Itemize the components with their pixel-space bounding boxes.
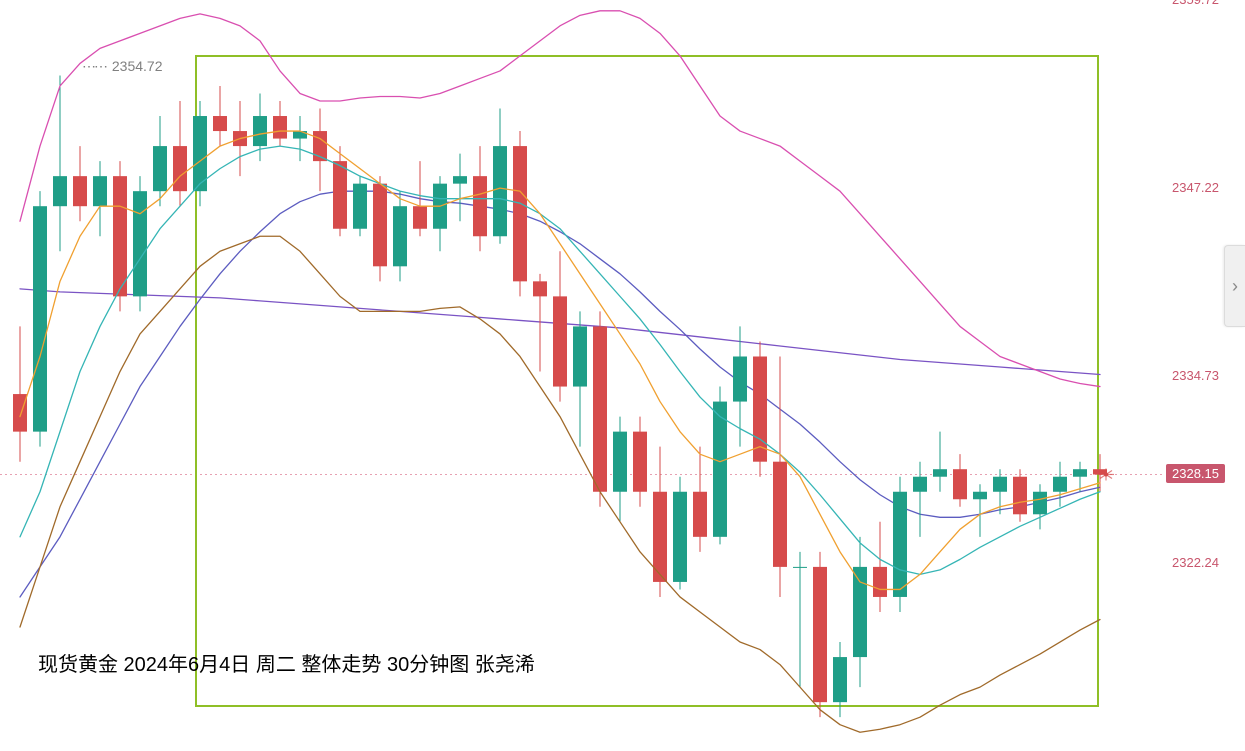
candle-body xyxy=(1073,469,1087,477)
candle-body xyxy=(673,492,687,582)
candle-body xyxy=(953,469,967,499)
candle-body xyxy=(493,146,507,236)
candle-body xyxy=(773,462,787,567)
candle-body xyxy=(293,131,307,139)
candle-body xyxy=(453,176,467,184)
candle-body xyxy=(153,146,167,191)
highlight-box xyxy=(196,56,1098,706)
candle-body xyxy=(1013,477,1027,515)
candle-body xyxy=(753,356,767,461)
chart-title: 现货黄金 2024年6月4日 周二 整体走势 30分钟图 张尧浠 xyxy=(38,648,535,677)
candle-body xyxy=(353,184,367,229)
annotation-value: 2354.72 xyxy=(112,58,163,74)
candle-body xyxy=(413,206,427,229)
candle-body xyxy=(913,477,927,492)
candle-body xyxy=(713,402,727,537)
price-annotation-top-left: ⋯⋯ 2354.72 xyxy=(82,58,163,75)
candle-body xyxy=(213,116,227,131)
candle-body xyxy=(873,567,887,597)
annotation-dots-icon: ⋯⋯ xyxy=(82,58,106,74)
y-axis-tick: 2359.72 xyxy=(1172,0,1219,7)
last-price-spark-icon xyxy=(1098,468,1114,480)
y-axis-tick: 2322.24 xyxy=(1172,555,1219,570)
candle-body xyxy=(813,567,827,702)
candle-body xyxy=(853,567,867,657)
chart-title-text: 现货黄金 2024年6月4日 周二 整体走势 30分钟图 张尧浠 xyxy=(38,654,535,676)
candle-body xyxy=(613,432,627,492)
candle-body xyxy=(53,176,67,206)
candle-body xyxy=(573,326,587,386)
candle-body xyxy=(333,161,347,229)
candle-body xyxy=(593,326,607,491)
chart-svg[interactable] xyxy=(0,0,1245,751)
candle-body xyxy=(933,469,947,477)
candle-body xyxy=(693,492,707,537)
candle-body xyxy=(793,567,807,568)
candle-body xyxy=(993,477,1007,492)
candle-body xyxy=(253,116,267,146)
candle-body xyxy=(273,116,287,139)
candle-body xyxy=(73,176,87,206)
y-axis-tick: 2347.22 xyxy=(1172,180,1219,195)
candle-body xyxy=(533,281,547,296)
chevron-right-icon: › xyxy=(1232,276,1238,297)
candle-body xyxy=(473,176,487,236)
chart-container: ⋯⋯ 2354.72 现货黄金 2024年6月4日 周二 整体走势 30分钟图 … xyxy=(0,0,1245,751)
candle-body xyxy=(373,184,387,267)
candle-body xyxy=(973,492,987,500)
candle-body xyxy=(113,176,127,296)
current-price-badge: 2328.15 xyxy=(1166,464,1225,483)
candle-body xyxy=(833,657,847,702)
expand-panel-button[interactable]: › xyxy=(1224,245,1245,327)
current-price-value: 2328.15 xyxy=(1172,466,1219,481)
candle-body xyxy=(553,296,567,386)
candle-body xyxy=(633,432,647,492)
candle-body xyxy=(393,206,407,266)
candle-body xyxy=(893,492,907,597)
candle-body xyxy=(93,176,107,206)
candle-body xyxy=(13,394,27,432)
candle-body xyxy=(173,146,187,191)
candle-body xyxy=(1053,477,1067,492)
y-axis-tick: 2334.73 xyxy=(1172,368,1219,383)
candle-body xyxy=(733,356,747,401)
candle-body xyxy=(513,146,527,281)
candle-body xyxy=(1033,492,1047,515)
candle-body xyxy=(133,191,147,296)
candle-body xyxy=(33,206,47,431)
